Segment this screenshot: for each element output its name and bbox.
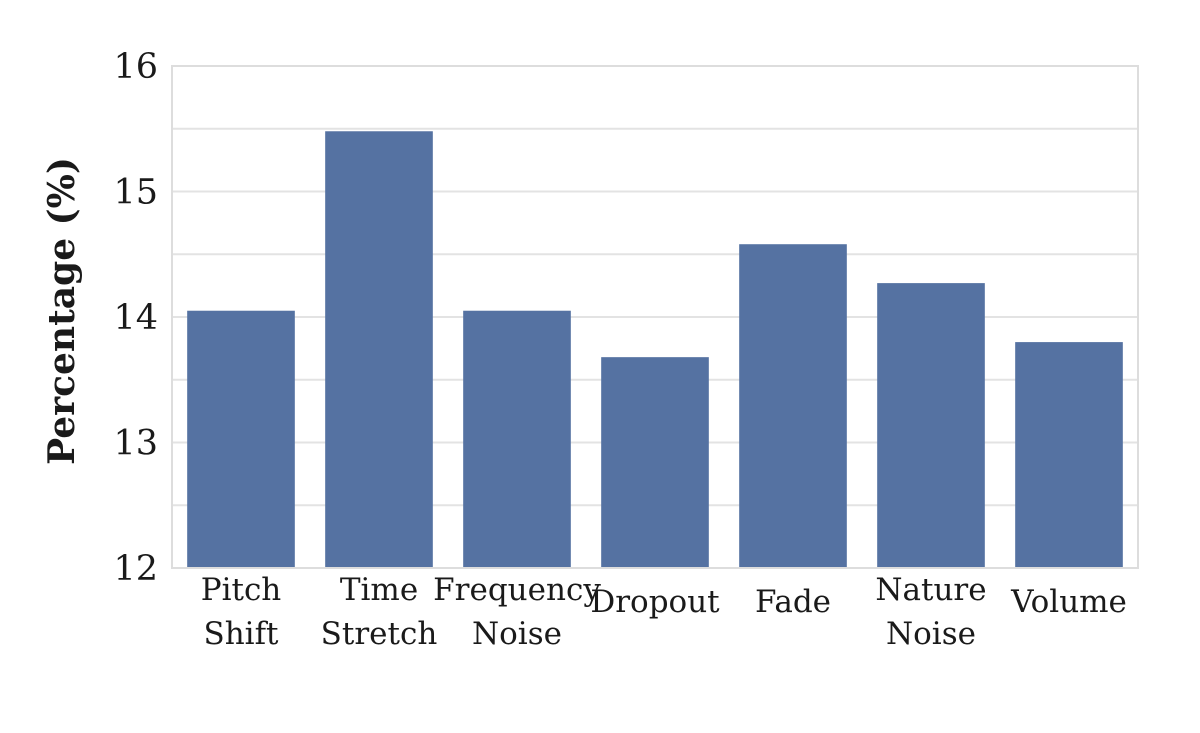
x-category-label: Fade (755, 584, 831, 620)
bar (739, 244, 847, 568)
y-tick-label: 15 (113, 173, 158, 213)
x-category-label-line: Fade (755, 584, 831, 620)
bar (1015, 342, 1123, 568)
x-category-label: Frequency Noise (433, 572, 601, 652)
y-tick-label: 13 (113, 424, 158, 464)
bar (463, 310, 571, 568)
bar (601, 357, 709, 568)
bar (187, 310, 295, 568)
bar (325, 131, 433, 568)
x-category-label-line: Dropout (590, 584, 720, 620)
x-category-label: Dropout (590, 584, 720, 620)
x-category-label: Pitch Shift (201, 572, 282, 652)
x-category-label: Nature Noise (875, 572, 986, 652)
bars (187, 131, 1123, 568)
y-axis-title: Percentage (%) (41, 157, 83, 465)
x-category-label-line: Noise (886, 616, 976, 652)
x-category-label-line: Volume (1010, 584, 1127, 620)
y-tick-label: 16 (113, 47, 158, 87)
y-tick-labels: 12 13 14 15 16 (113, 47, 158, 589)
bar (877, 283, 985, 568)
y-tick-label: 14 (113, 298, 158, 338)
x-category-label: Volume (1010, 584, 1127, 620)
x-category-labels: Pitch Shift Time Stretch Frequency Noise Dropo… (201, 572, 1127, 652)
y-tick-label: 12 (113, 549, 158, 589)
x-category-label-line: Shift (203, 616, 279, 652)
x-category-label-line: Stretch (321, 616, 438, 652)
x-category-label-line: Nature (875, 572, 986, 608)
x-category-label-line: Noise (472, 616, 562, 652)
x-category-label-line: Time (340, 572, 418, 608)
x-category-label-line: Pitch (201, 572, 282, 608)
x-category-label: Time Stretch (321, 572, 438, 652)
plot-frame (171, 65, 1139, 569)
x-category-label-line: Frequency (433, 572, 601, 608)
